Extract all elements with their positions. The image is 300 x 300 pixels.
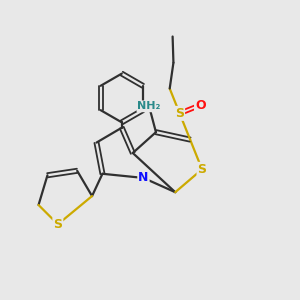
Text: S: S [197,163,206,176]
Text: NH₂: NH₂ [137,101,161,111]
Text: N: N [138,171,148,184]
Text: S: S [175,107,184,120]
Text: S: S [53,218,62,231]
Text: O: O [195,99,206,112]
